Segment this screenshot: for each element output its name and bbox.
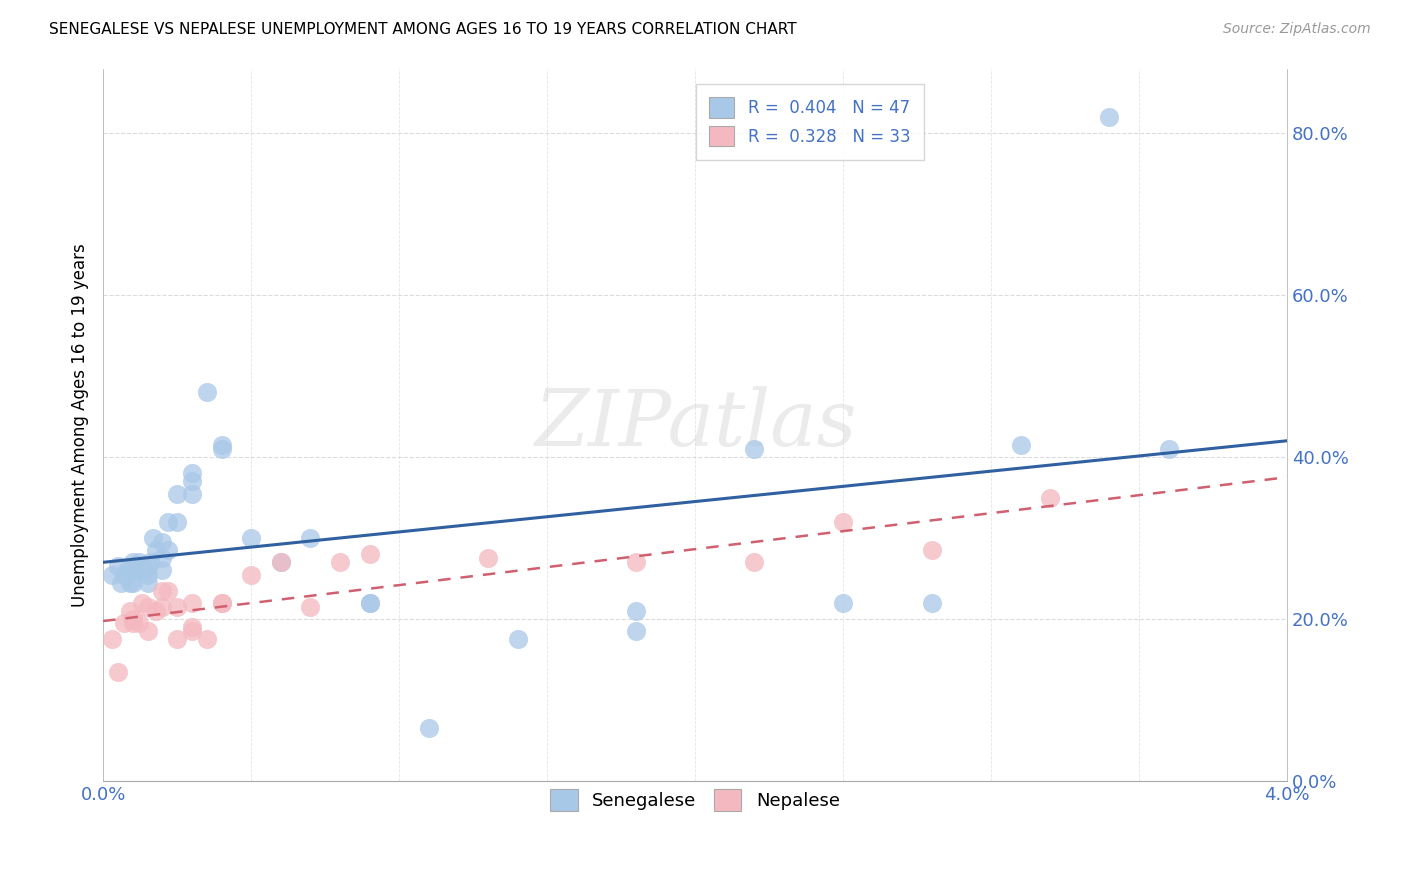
Point [195, 632, 218, 647]
Point [128, 564, 150, 578]
Point [742, 555, 765, 569]
Point [131, 596, 153, 610]
Point [359, 596, 381, 610]
Point [359, 547, 381, 561]
Point [359, 596, 381, 610]
Point [121, 612, 143, 626]
Point [921, 596, 943, 610]
Text: Source: ZipAtlas.com: Source: ZipAtlas.com [1223, 22, 1371, 37]
Point [157, 583, 180, 598]
Point [136, 575, 159, 590]
Point [118, 604, 141, 618]
Point [166, 515, 188, 529]
Text: SENEGALESE VS NEPALESE UNEMPLOYMENT AMONG AGES 16 TO 19 YEARS CORRELATION CHART: SENEGALESE VS NEPALESE UNEMPLOYMENT AMON… [49, 22, 797, 37]
Point [181, 624, 204, 639]
Point [240, 531, 263, 545]
Point [118, 575, 141, 590]
Point [211, 442, 233, 456]
Point [624, 555, 647, 569]
Point [150, 564, 173, 578]
Point [166, 632, 188, 647]
Point [157, 543, 180, 558]
Point [101, 632, 124, 647]
Point [418, 722, 440, 736]
Point [181, 486, 204, 500]
Point [1098, 110, 1121, 124]
Legend: Senegalese, Nepalese: Senegalese, Nepalese [536, 774, 855, 825]
Point [299, 531, 322, 545]
Point [1039, 491, 1062, 505]
Point [136, 567, 159, 582]
Point [921, 543, 943, 558]
Point [742, 442, 765, 456]
Point [270, 555, 292, 569]
Point [166, 486, 188, 500]
Point [107, 559, 129, 574]
Point [624, 604, 647, 618]
Point [150, 583, 173, 598]
Point [211, 596, 233, 610]
Point [136, 599, 159, 614]
Point [150, 551, 173, 566]
Point [121, 564, 143, 578]
Point [128, 555, 150, 569]
Point [211, 596, 233, 610]
Point [150, 599, 173, 614]
Point [112, 567, 135, 582]
Point [477, 551, 499, 566]
Point [131, 559, 153, 574]
Point [134, 564, 156, 578]
Point [128, 616, 150, 631]
Point [240, 567, 263, 582]
Point [329, 555, 352, 569]
Point [145, 604, 167, 618]
Point [136, 624, 159, 639]
Point [110, 575, 132, 590]
Point [181, 596, 204, 610]
Point [832, 515, 855, 529]
Point [112, 616, 135, 631]
Point [1157, 442, 1180, 456]
Point [121, 575, 143, 590]
Point [166, 599, 188, 614]
Point [299, 599, 322, 614]
Y-axis label: Unemployment Among Ages 16 to 19 years: Unemployment Among Ages 16 to 19 years [72, 243, 89, 607]
Point [136, 559, 159, 574]
Point [121, 555, 143, 569]
Point [145, 543, 167, 558]
Point [150, 535, 173, 549]
Point [1010, 438, 1032, 452]
Point [139, 555, 162, 569]
Point [506, 632, 529, 647]
Point [157, 515, 180, 529]
Point [107, 665, 129, 679]
Point [181, 467, 204, 481]
Point [142, 531, 165, 545]
Point [181, 620, 204, 634]
Text: ZIPatlas: ZIPatlas [534, 386, 856, 463]
Point [195, 385, 218, 400]
Point [181, 475, 204, 489]
Point [121, 616, 143, 631]
Point [115, 564, 138, 578]
Point [211, 438, 233, 452]
Point [270, 555, 292, 569]
Point [624, 624, 647, 639]
Point [101, 567, 124, 582]
Point [832, 596, 855, 610]
